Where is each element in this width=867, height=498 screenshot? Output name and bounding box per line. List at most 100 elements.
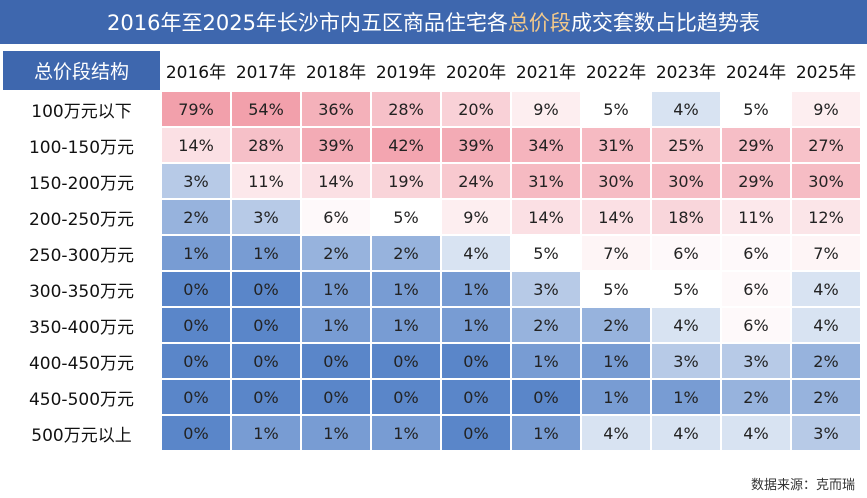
heatmap-cell: 0% [372,380,440,414]
heatmap-cell: 2% [582,308,650,342]
heatmap-cell: 5% [582,272,650,306]
table-row: 350-400万元 0% 0% 1% 1% 1% 2% 2% 4% 6% 4% [3,308,860,342]
heatmap-cell: 14% [162,128,230,162]
heatmap-cell: 79% [162,92,230,126]
heatmap-cell: 0% [162,416,230,450]
heatmap-cell: 1% [232,236,300,270]
heatmap-cell: 3% [652,344,720,378]
heatmap-cell: 2% [512,308,580,342]
row-label: 300-350万元 [3,272,160,306]
heatmap-cell: 1% [512,416,580,450]
heatmap-cell: 9% [512,92,580,126]
column-header: 2023年 [652,51,720,90]
heatmap-cell: 2% [722,380,790,414]
heatmap-cell: 5% [582,92,650,126]
row-label: 400-450万元 [3,344,160,378]
heatmap-cell: 0% [302,344,370,378]
heatmap-cell: 14% [582,200,650,234]
heatmap-cell: 14% [512,200,580,234]
heatmap-cell: 12% [792,200,860,234]
heatmap-cell: 2% [302,236,370,270]
title-prefix: 2016年至2025年长沙市内五区商品住宅各 [107,11,508,35]
heatmap-cell: 2% [792,344,860,378]
heatmap-cell: 9% [792,92,860,126]
heatmap-cell: 54% [232,92,300,126]
heatmap-cell: 28% [232,128,300,162]
heatmap-cell: 0% [512,380,580,414]
row-label: 350-400万元 [3,308,160,342]
heatmap-cell: 25% [652,128,720,162]
heatmap-cell: 20% [442,92,510,126]
heatmap-cell: 3% [232,200,300,234]
row-label: 100万元以下 [3,92,160,126]
row-label: 450-500万元 [3,380,160,414]
heatmap-cell: 2% [162,200,230,234]
column-header: 2016年 [162,51,230,90]
heatmap-cell: 4% [652,416,720,450]
heatmap-cell: 4% [652,92,720,126]
heatmap-cell: 1% [162,236,230,270]
heatmap-cell: 1% [302,416,370,450]
heatmap-cell: 1% [442,308,510,342]
chart-title: 2016年至2025年长沙市内五区商品住宅各 总价段 成交套数占比趋势表 [0,0,867,44]
heatmap-cell: 1% [302,308,370,342]
column-header: 2024年 [722,51,790,90]
heatmap-cell: 1% [372,416,440,450]
row-label: 500万元以上 [3,416,160,450]
table-row: 400-450万元 0% 0% 0% 0% 0% 1% 1% 3% 3% 2% [3,344,860,378]
heatmap-table: 总价段结构 2016年 2017年 2018年 2019年 2020年 2021年 2022… [1,49,862,452]
table-row: 100-150万元 14% 28% 39% 42% 39% 34% 31% 25% 29% 27% [3,128,860,162]
heatmap-cell: 39% [302,128,370,162]
heatmap-cell: 29% [722,164,790,198]
heatmap-cell: 0% [162,272,230,306]
heatmap-cell: 24% [442,164,510,198]
table-row: 500万元以上 0% 1% 1% 1% 0% 1% 4% 4% 4% 3% [3,416,860,450]
heatmap-cell: 1% [232,416,300,450]
heatmap-cell: 0% [232,344,300,378]
heatmap-cell: 4% [792,308,860,342]
table-row: 200-250万元 2% 3% 6% 5% 9% 14% 14% 18% 11% 12% [3,200,860,234]
heatmap-cell: 28% [372,92,440,126]
heatmap-cell: 30% [792,164,860,198]
column-header: 2018年 [302,51,370,90]
heatmap-cell: 3% [722,344,790,378]
heatmap-cell: 29% [722,128,790,162]
row-label: 200-250万元 [3,200,160,234]
heatmap-cell: 30% [582,164,650,198]
heatmap-cell: 5% [512,236,580,270]
heatmap-cell: 0% [372,344,440,378]
row-label: 100-150万元 [3,128,160,162]
heatmap-cell: 3% [512,272,580,306]
heatmap-cell: 0% [302,380,370,414]
heatmap-cell: 5% [372,200,440,234]
table-row: 100万元以下 79% 54% 36% 28% 20% 9% 5% 4% 5% 9% [3,92,860,126]
table-row: 250-300万元 1% 1% 2% 2% 4% 5% 7% 6% 6% 7% [3,236,860,270]
table-row: 150-200万元 3% 11% 14% 19% 24% 31% 30% 30% 29% 30% [3,164,860,198]
heatmap-cell: 0% [442,344,510,378]
heatmap-cell: 4% [652,308,720,342]
heatmap-cell: 0% [232,272,300,306]
column-header: 2019年 [372,51,440,90]
heatmap-cell: 7% [792,236,860,270]
heatmap-cell: 6% [302,200,370,234]
heatmap-cell: 14% [302,164,370,198]
heatmap-cell: 34% [512,128,580,162]
heatmap-cell: 5% [722,92,790,126]
heatmap-cell: 1% [582,380,650,414]
column-header: 2020年 [442,51,510,90]
heatmap-cell: 6% [722,308,790,342]
heatmap-cell: 3% [162,164,230,198]
row-label: 250-300万元 [3,236,160,270]
heatmap-cell: 31% [582,128,650,162]
heatmap-cell: 0% [442,380,510,414]
heatmap-cell: 4% [582,416,650,450]
heatmap-cell: 31% [512,164,580,198]
heatmap-cell: 11% [722,200,790,234]
heatmap-cell: 4% [442,236,510,270]
heatmap-cell: 9% [442,200,510,234]
heatmap-cell: 4% [792,272,860,306]
heatmap-cell: 6% [722,236,790,270]
heatmap-cell: 27% [792,128,860,162]
heatmap-cell: 2% [372,236,440,270]
heatmap-cell: 1% [302,272,370,306]
